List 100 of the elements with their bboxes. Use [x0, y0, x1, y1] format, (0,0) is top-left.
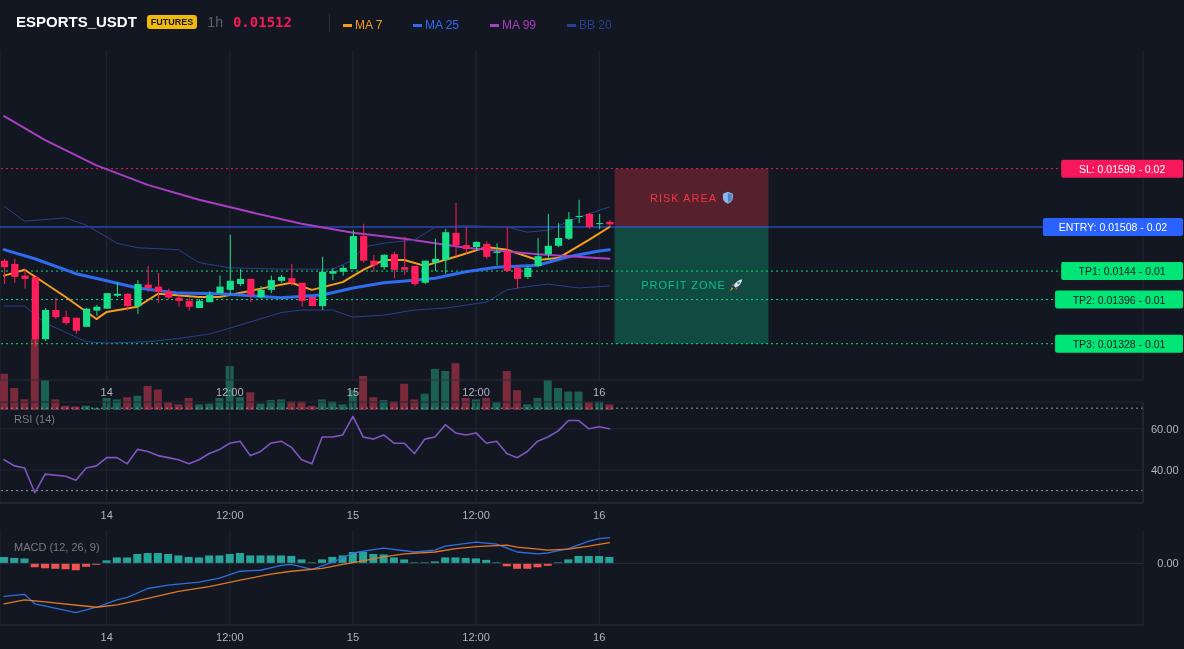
legend-label: MA 7: [355, 18, 383, 32]
band-label: RISK AREA: [650, 191, 718, 204]
x-tick-label: 14: [100, 508, 113, 521]
bar: [256, 555, 265, 564]
bar: [605, 556, 614, 564]
bar: [123, 557, 132, 564]
bar: [441, 557, 450, 564]
candlestick: [175, 295, 183, 308]
candlestick: [544, 213, 552, 261]
legend-label: BB 20: [579, 18, 613, 32]
bar: [102, 560, 111, 564]
candlestick: [288, 263, 296, 287]
bar: [215, 555, 224, 564]
candlestick: [216, 275, 224, 294]
bar: [164, 553, 173, 564]
ref-line-label: TP1: 0.0144 - 0.01: [1078, 265, 1166, 278]
text: 0.01512: [232, 13, 292, 30]
ref-line-label: TP3: 0.01328 - 0.01: [1072, 337, 1166, 350]
bar: [461, 557, 470, 564]
candlestick: [575, 199, 583, 224]
bar: [338, 404, 347, 410]
bar: [389, 557, 398, 564]
bar: [277, 555, 286, 564]
candlestick: [62, 310, 70, 326]
candlestick: [565, 211, 573, 241]
candlestick: [390, 251, 399, 279]
x-tick-label: 15: [346, 508, 360, 521]
bar: [133, 553, 142, 564]
candlestick: [83, 307, 91, 328]
bar: [20, 558, 29, 564]
bar: [184, 556, 193, 564]
candlestick: [329, 267, 337, 281]
chart-title: MACD (12, 26, 9): [14, 541, 100, 553]
bar: [194, 557, 203, 564]
bar: [451, 363, 460, 410]
bar: [153, 552, 162, 564]
candlestick: [257, 285, 265, 300]
bar: [266, 555, 275, 564]
text: RSI (14): [14, 413, 55, 425]
candlestick: [134, 279, 142, 315]
bar: [297, 559, 306, 564]
candlestick: [144, 265, 152, 293]
ref-line-label: SL: 0.01598 - 0.02: [1078, 162, 1166, 175]
text: 1h: [207, 13, 223, 30]
candlestick: [431, 238, 440, 272]
candlestick: [226, 234, 234, 296]
x-tick-label: 12:00: [462, 508, 490, 521]
bar: [10, 557, 19, 564]
bar: [153, 389, 162, 410]
bar: [194, 404, 203, 410]
bar: [595, 555, 604, 564]
bar: [471, 558, 480, 564]
ref-line-label: TP2: 0.01396 - 0.01: [1072, 293, 1166, 306]
x-tick-label: 12:00: [462, 385, 490, 398]
candlestick: [534, 237, 542, 268]
x-tick-label: 14: [100, 385, 113, 398]
candlestick: [596, 213, 604, 230]
candlestick: [503, 226, 511, 272]
candlestick: [370, 254, 378, 273]
candlestick: [21, 268, 29, 290]
bar: [400, 383, 409, 410]
bar: [287, 555, 296, 564]
bar: [0, 556, 8, 564]
ref-line-label: ENTRY: 0.01508 - 0.02: [1058, 220, 1168, 233]
bar: [174, 555, 183, 564]
candlestick: [452, 202, 460, 257]
bar: [246, 555, 255, 564]
ref-line-label: 0.00: [1157, 557, 1179, 570]
bar: [584, 555, 593, 564]
band-label: PROFIT ZONE: [641, 279, 726, 292]
y-tick-label: 40.00: [1151, 463, 1179, 476]
candlestick: [93, 304, 101, 317]
candlestick: [154, 272, 163, 304]
x-tick-label: 16: [593, 385, 606, 398]
candlestick: [555, 222, 563, 248]
legend-label: MA 99: [502, 18, 537, 32]
bar: [400, 559, 409, 564]
bar: [451, 557, 460, 564]
candlestick: [401, 236, 409, 276]
bar: [605, 404, 614, 410]
x-tick-label: 14: [100, 630, 113, 643]
bar: [205, 555, 214, 564]
bar: [564, 559, 573, 564]
bar: [225, 553, 234, 564]
x-tick-label: 12:00: [462, 630, 490, 643]
x-tick-label: 16: [593, 508, 606, 521]
candlestick: [462, 226, 470, 255]
x-tick-label: 15: [346, 385, 360, 398]
chart-title: ESPORTS_USDT: [16, 13, 137, 30]
x-tick-label: 12:00: [216, 630, 244, 643]
bar: [574, 555, 583, 564]
bar: [523, 404, 532, 410]
bar: [174, 404, 183, 410]
bar: [71, 406, 80, 410]
candlestick: [11, 258, 19, 284]
candlestick: [52, 297, 60, 320]
x-tick-label: 16: [593, 630, 606, 643]
x-tick-label: 12:00: [216, 385, 244, 398]
bar: [112, 557, 121, 564]
x-tick-label: 15: [346, 630, 360, 643]
